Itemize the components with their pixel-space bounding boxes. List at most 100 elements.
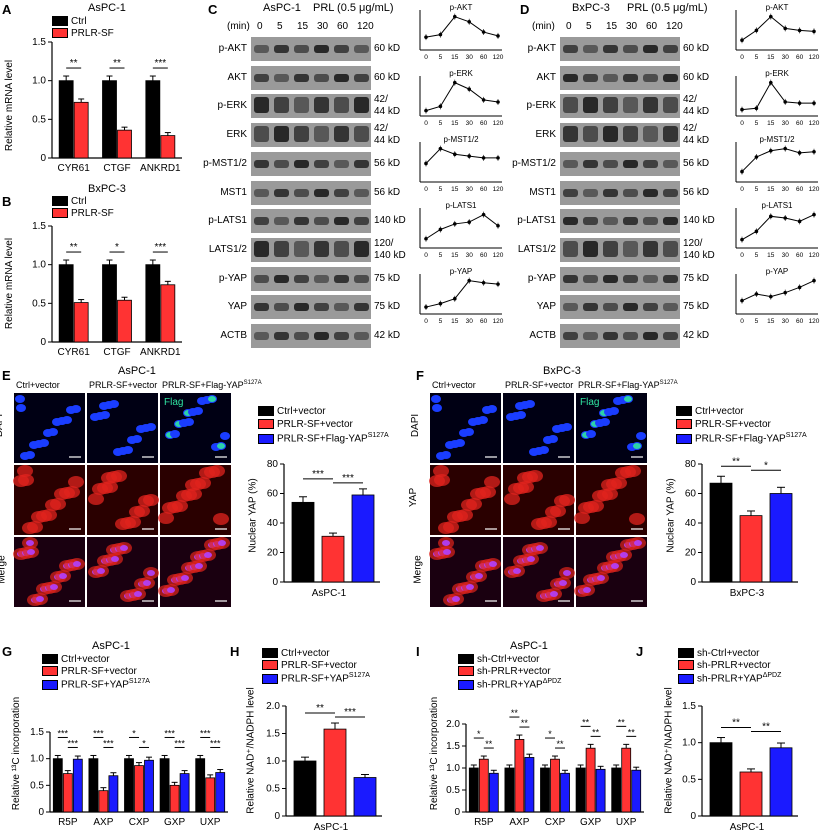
nucleus xyxy=(455,439,465,447)
panel-e-legend-0: Ctrl+vector xyxy=(258,406,326,417)
y-tick-label: 2.0 xyxy=(446,719,460,730)
panel-f-legend-0: Ctrl+vector xyxy=(676,406,744,417)
blot-kd-label: 42/ 44 kD xyxy=(374,123,401,147)
blot-band xyxy=(294,73,309,82)
yap-signal xyxy=(434,474,450,486)
yap-signal xyxy=(629,513,645,525)
blot-band xyxy=(603,126,618,143)
blot-band xyxy=(274,240,289,257)
graph-x-tick: 0 xyxy=(424,186,428,193)
nucleus xyxy=(220,432,230,440)
blot-band xyxy=(663,159,678,168)
flag-label: Flag xyxy=(164,397,183,408)
panel-b-ylabel: Relative mRNA level xyxy=(4,237,16,330)
panel-g-title: AsPC-1 xyxy=(92,640,130,652)
nucleus-merge xyxy=(195,563,203,569)
blot-band xyxy=(563,332,578,340)
blot-band xyxy=(643,73,658,82)
panel-f-cell: BxPC-3 xyxy=(543,365,581,377)
nucleus xyxy=(431,395,441,403)
graph-x-tick: 60 xyxy=(796,252,804,259)
yap-signal xyxy=(518,481,534,493)
micrograph-background xyxy=(576,393,647,463)
time-course-graph: p-AKT 0 5 15 30 60 120 xyxy=(735,3,820,61)
x-tick-label: AXP xyxy=(509,817,529,828)
graph-title: p-YAP xyxy=(450,267,473,276)
bar xyxy=(478,758,489,813)
graph-x-tick: 5 xyxy=(755,318,759,325)
y-tick-label: 0.5 xyxy=(30,780,44,791)
panel-i-chart: 00.51.01.52.0R5P***AXP****CXP***GXP****U… xyxy=(446,708,644,828)
blot-band xyxy=(294,303,309,312)
graph-x-tick: 5 xyxy=(755,54,759,61)
blot-strip xyxy=(560,65,680,90)
blot-band xyxy=(603,188,618,197)
yap-signal xyxy=(143,494,159,506)
nucleus-merge xyxy=(597,575,605,581)
blot-strip xyxy=(560,324,680,348)
panel-h-chart: 00.51.01.52.0 ** ***AsPC-1 xyxy=(266,701,382,833)
yap-signal xyxy=(480,486,496,498)
blot-strip xyxy=(251,209,371,234)
blot-row-label: YAP xyxy=(536,301,556,313)
yap-signal xyxy=(625,465,641,477)
blot-band xyxy=(354,73,369,82)
graph-x-tick: 120 xyxy=(809,252,820,259)
micrograph-tile xyxy=(430,393,501,463)
blot-band xyxy=(583,126,598,143)
series-line xyxy=(741,280,815,302)
panel-f-legend-2: PRLR-SF+Flag-YAPS127A xyxy=(676,432,807,444)
graph-x-tick: 0 xyxy=(424,54,428,61)
sig-mark: * xyxy=(764,460,768,471)
x-tick-label: GXP xyxy=(580,817,601,828)
blot-kd-label: 56 kD xyxy=(374,186,401,198)
panel-letter-e: E xyxy=(2,368,11,383)
yap-signal xyxy=(18,474,34,486)
blot-band xyxy=(254,73,269,82)
blot-band xyxy=(334,274,349,283)
panel-j-legend-2: sh-PRLR+YAPΔPDZ xyxy=(678,672,781,684)
nucleus xyxy=(184,418,194,426)
yap-signal xyxy=(559,494,575,506)
panel-h-legend-2: PRLR-SF+YAPS127A xyxy=(262,672,370,684)
blot-kd-label: 60 kD xyxy=(374,71,401,83)
y-tick-label: 1.5 xyxy=(682,701,696,712)
blot-band xyxy=(663,332,678,340)
nucleus-merge xyxy=(134,591,142,597)
bar xyxy=(560,772,570,813)
graph-x-tick: 30 xyxy=(466,318,474,325)
x-tick-label: CXP xyxy=(545,817,566,828)
blot-band xyxy=(623,126,638,143)
x-tick-label: CTGF xyxy=(103,347,130,358)
nucleus-merge xyxy=(167,587,175,593)
bar xyxy=(102,80,117,159)
graph-title: p-ERK xyxy=(449,69,473,78)
time-course-graph: p-YAP 0 5 15 30 60 120 xyxy=(419,267,504,325)
bar xyxy=(117,129,132,159)
blot-row-label: LATS1/2 xyxy=(208,243,247,255)
graph-x-tick: 5 xyxy=(439,54,443,61)
sig-mark: *** xyxy=(103,738,114,748)
micrograph-tile: Flag xyxy=(160,393,231,463)
blot-band xyxy=(603,332,618,340)
nucleus xyxy=(600,418,610,426)
y-tick-label: 0 xyxy=(272,577,278,588)
y-tick-label: 0.5 xyxy=(266,784,280,795)
nucleus xyxy=(586,430,596,438)
yap-signal xyxy=(64,486,80,498)
bar xyxy=(353,777,377,817)
panel-b-legend-prlr: PRLR-SF xyxy=(52,208,114,219)
blot-band xyxy=(254,217,269,226)
blot-band xyxy=(334,73,349,82)
panel-j-legend-0: sh-Ctrl+vector xyxy=(678,648,760,659)
blot-strip xyxy=(251,237,371,262)
blot-band xyxy=(354,240,369,257)
sig-mark: *** xyxy=(174,738,185,748)
blot-band xyxy=(294,240,309,257)
yap-signal xyxy=(134,505,150,517)
y-tick-label: 0.5 xyxy=(32,114,46,125)
nucleus xyxy=(15,395,25,403)
sig-mark: *** xyxy=(210,738,221,748)
sig-mark: *** xyxy=(164,728,175,738)
panel-letter-b: B xyxy=(2,194,12,209)
